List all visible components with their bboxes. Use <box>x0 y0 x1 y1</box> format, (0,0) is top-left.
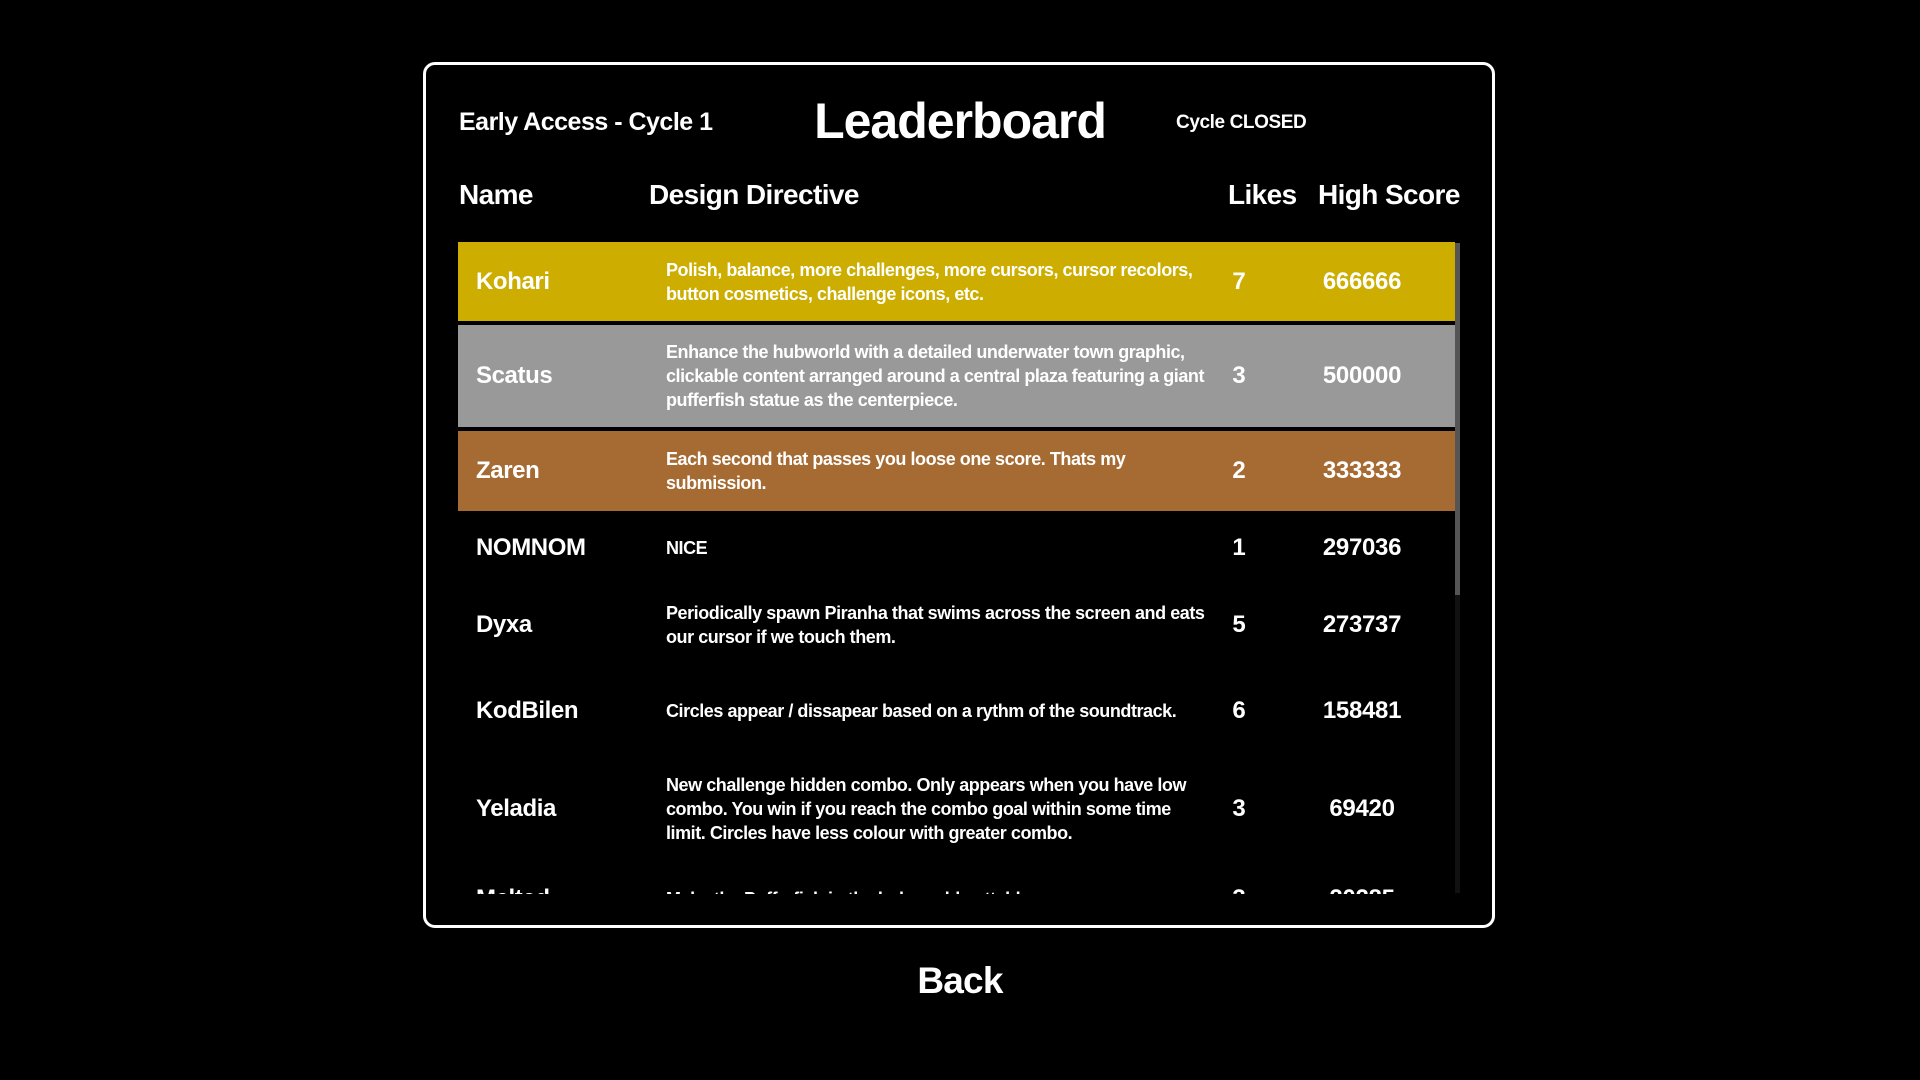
design-directive: Polish, balance, more challenges, more c… <box>666 259 1193 304</box>
design-directive: Each second that passes you loose one sc… <box>666 449 1126 493</box>
design-directive: Circles appear / dissapear based on a ry… <box>666 701 1177 721</box>
cycle-label: Early Access - Cycle 1 <box>459 108 713 136</box>
likes-count: 3 <box>1232 362 1246 389</box>
design-directive: NICE <box>666 538 708 558</box>
cycle-status: Cycle CLOSED <box>1176 112 1307 133</box>
likes-count: 7 <box>1232 267 1246 295</box>
high-score: 500000 <box>1322 362 1402 389</box>
table-row[interactable]: Yeladia New challenge hidden combo. Only … <box>458 757 1455 861</box>
likes-count: 5 <box>1232 611 1246 638</box>
table-row[interactable]: Scatus Enhance the hubworld with a detail… <box>458 325 1455 427</box>
player-name: Dyxa <box>476 611 532 638</box>
likes-count: 3 <box>1218 885 1260 894</box>
column-header-score: High Score <box>1318 179 1460 210</box>
design-directive: Periodically spawn Piranha that swims ac… <box>666 603 1205 647</box>
scrollbar-thumb[interactable] <box>1455 243 1460 595</box>
player-name: Melted <box>476 885 550 894</box>
high-score: 158481 <box>1322 697 1402 724</box>
player-name: KodBilen <box>476 697 579 724</box>
page-title: Leaderboard <box>814 93 1107 149</box>
leaderboard-list[interactable]: Kohari Polish, balance, more challenges, … <box>458 242 1462 894</box>
high-score: 333333 <box>1322 457 1402 484</box>
leaderboard-panel <box>423 62 1495 928</box>
table-row[interactable]: Zaren Each second that passes you loose o… <box>458 431 1455 511</box>
likes-count: 1 <box>1232 534 1246 561</box>
high-score: 273737 <box>1322 611 1402 638</box>
column-header-name: Name <box>459 179 533 210</box>
column-header-likes: Likes <box>1228 179 1297 210</box>
player-name: Scatus <box>476 362 553 389</box>
high-score: 69420 <box>1329 795 1395 822</box>
table-row[interactable]: NOMNOM NICE 1 297036 <box>458 515 1455 581</box>
design-directive: New challenge hidden combo. Only appears… <box>666 775 1187 843</box>
likes-count: 3 <box>1232 795 1246 822</box>
table-row[interactable]: Dyxa Periodically spawn Piranha that swim… <box>458 585 1455 665</box>
table-row[interactable]: Melted Make the Pufferfish in the hub wor… <box>458 865 1455 894</box>
back-button[interactable]: Back <box>917 960 1003 1001</box>
table-row[interactable]: KodBilen Circles appear / dissapear based… <box>458 669 1455 753</box>
table-row[interactable]: Kohari Polish, balance, more challenges, … <box>458 242 1455 321</box>
design-directive: Make the Pufferfish in the hub world pet… <box>666 887 1206 894</box>
player-name: Yeladia <box>476 795 556 822</box>
likes-count: 2 <box>1232 457 1246 484</box>
player-name: NOMNOM <box>476 534 586 561</box>
scrollbar[interactable] <box>1455 243 1460 893</box>
player-name: Kohari <box>476 267 550 295</box>
high-score: 297036 <box>1322 534 1402 561</box>
design-directive: Enhance the hubworld with a detailed und… <box>666 342 1204 410</box>
player-name: Zaren <box>476 457 540 484</box>
likes-count: 6 <box>1232 697 1246 724</box>
column-header-directive: Design Directive <box>649 179 859 210</box>
high-score: 666666 <box>1322 267 1402 295</box>
high-score: 20285 <box>1298 885 1426 894</box>
